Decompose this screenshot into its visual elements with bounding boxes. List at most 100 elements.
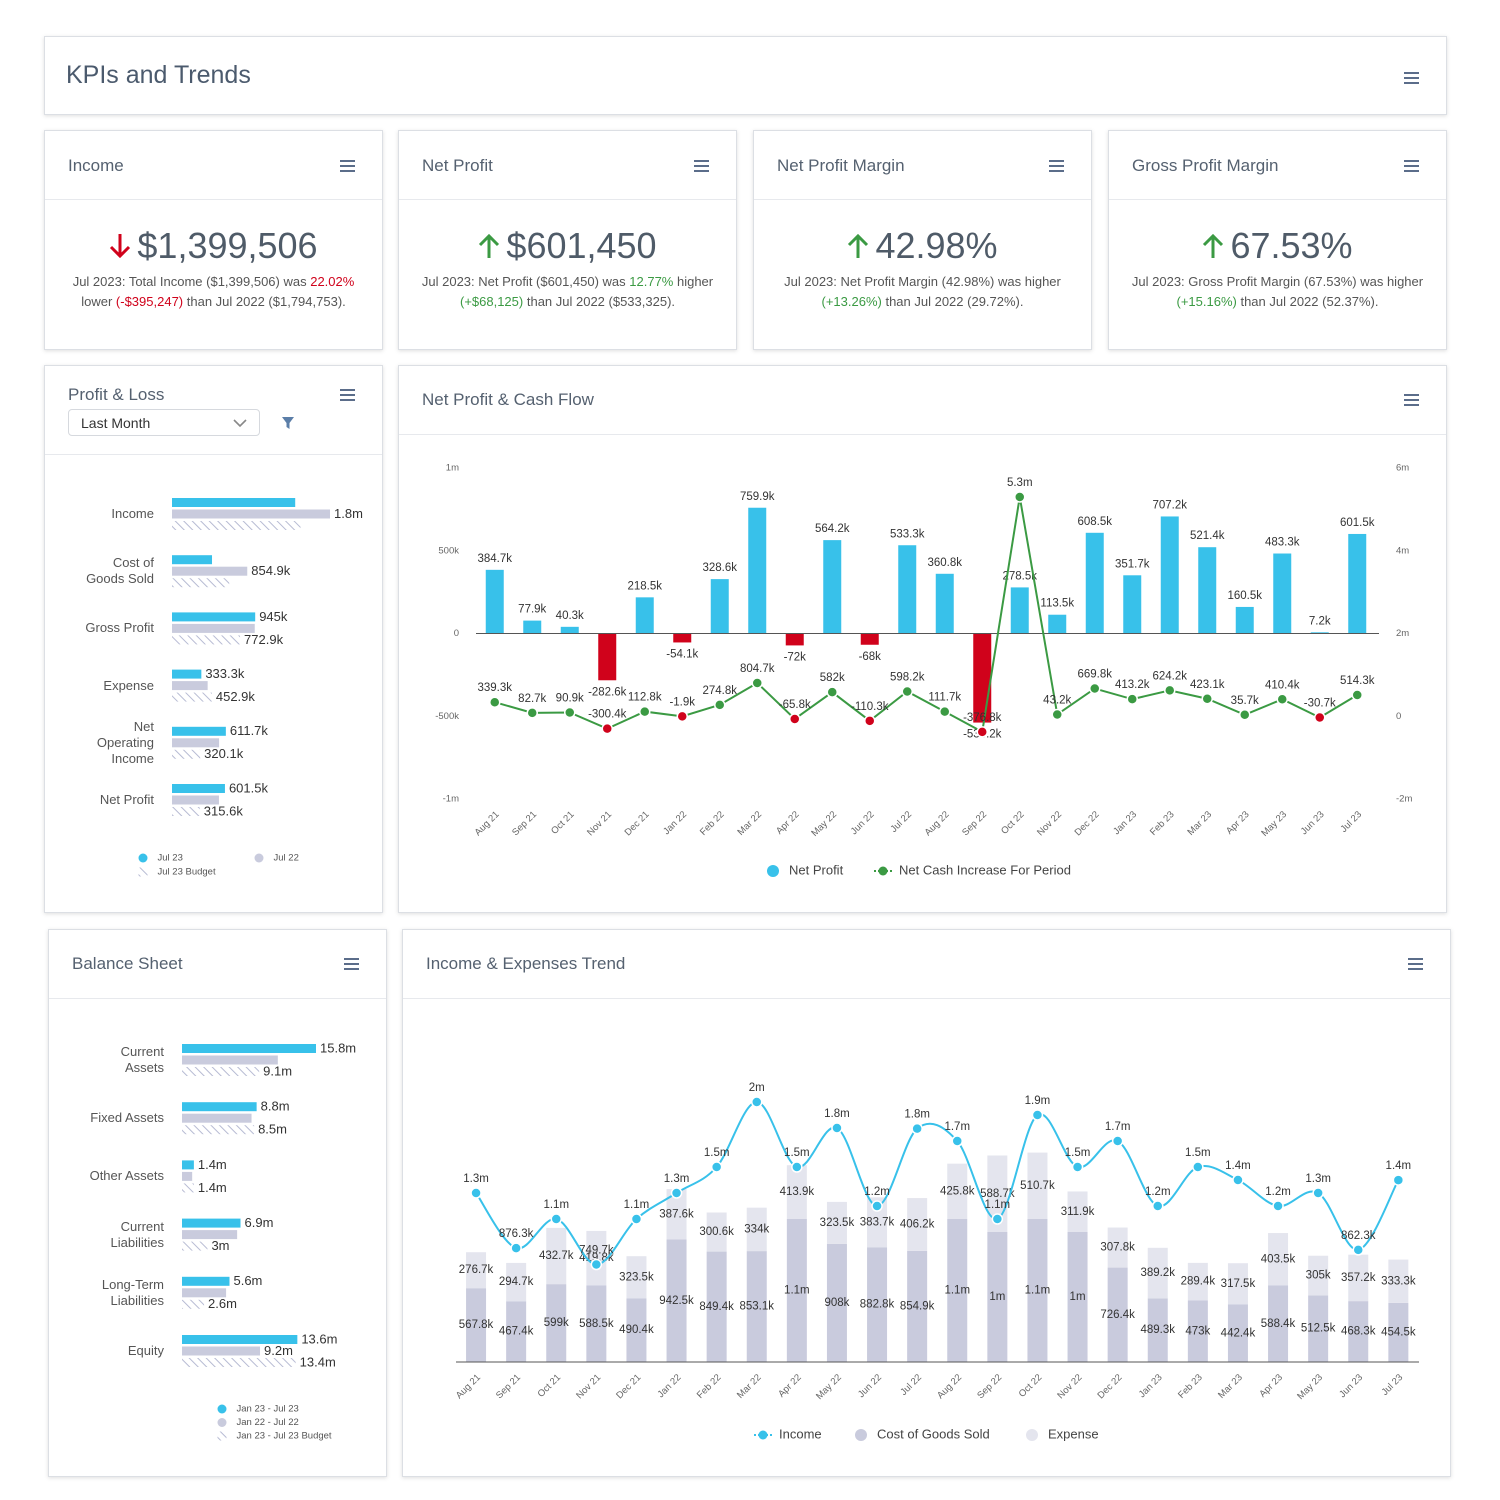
legend-marker [855,1429,867,1441]
menu-button[interactable] [344,958,359,960]
data-label: 5.6m [233,1273,262,1288]
data-label: 599k [544,1317,569,1329]
panel-title: Net Profit & Cash Flow [422,390,594,409]
bar [172,749,201,759]
y-tick-label: 0 [454,628,459,639]
line-point [1111,1135,1124,1147]
bar-segment [1348,1254,1369,1302]
arrow-shape [1203,233,1224,258]
kpi-card: Gross Profit Margin 67.53% Jul 2023: Gross… [1108,130,1447,350]
y-tick-label: 1m [446,463,459,474]
x-tick-label: Jan 22 [655,1372,683,1400]
bar [973,633,992,723]
description-text: (-$395,247) [115,293,184,309]
description-text: Jul 2023: Total Income ($1,399,506) was [72,274,311,289]
bar-segment [506,1262,527,1302]
kpi-description: Jul 2023: Total Income ($1,399,506) was … [67,272,360,311]
kpi-value: $601,450 [506,225,657,266]
category-label: Current Liabilities [110,1218,164,1250]
chart: 567.8k 276.7k 467.4k 294.7k 599k 432.7k 588.5k… [454,1082,1419,1441]
bar [485,569,504,634]
bar-segment [466,1288,487,1362]
legend-marker [767,865,779,877]
filter-button[interactable] [281,416,295,430]
data-label: 521.4k [1190,530,1225,542]
bar [172,692,212,702]
bar [182,1218,241,1228]
data-label: 514.3k [1340,675,1375,687]
x-tick-label: Jul 22 [888,809,914,835]
line-point [826,686,838,698]
bar-segment [1107,1267,1128,1362]
data-label: 289.4k [1181,1276,1216,1288]
description-text: than Jul 2022 (52.37%). [1236,293,1379,309]
x-tick-label: Aug 22 [923,809,952,838]
kpi-card: Net Profit Margin 42.98% Jul 2023: Net Pro… [753,130,1092,350]
data-label: 582k [820,672,845,684]
bar [935,573,954,634]
data-label: 432.7k [539,1250,574,1262]
x-tick-label: Dec 22 [1073,809,1102,838]
line-point [630,1213,643,1225]
menu-button[interactable] [1404,72,1419,74]
description-text: higher [673,274,714,289]
bar [182,1125,255,1135]
line-point [901,685,913,698]
chevron-shape [233,419,247,428]
data-label: 1.5m [1185,1147,1211,1159]
line-point [1126,693,1138,705]
data-label: 423.1k [1190,679,1225,691]
bar [172,738,220,748]
description-text: than Jul 2022 ($1,794,753). [183,293,346,309]
menu-button[interactable] [1404,160,1419,162]
header-panel: KPIs and Trends [44,36,1447,115]
data-label: 320.1k [204,746,244,761]
x-tick-label: Jun 23 [1337,1372,1365,1400]
bar-segment [706,1212,727,1252]
x-tick-label: May 23 [1259,809,1289,839]
chart-panel: Profit & Loss Last Month 1.8m 854.9k 945k 772… [44,365,383,913]
category-label: Income [111,506,154,521]
bar-segment [546,1284,567,1362]
x-tick-label: Aug 22 [935,1372,964,1401]
line-point [676,710,688,723]
data-label: 1.4m [1225,1160,1251,1172]
bar-segment [1227,1304,1248,1362]
data-label: 410.4k [1265,679,1300,691]
data-label: 1.1m [1025,1285,1051,1297]
data-label: 15.8m [320,1040,356,1055]
category-label: Other Assets [89,1168,164,1184]
bar-segment [1147,1298,1168,1362]
data-label: 276.7k [459,1264,494,1276]
data-label: -1.9k [669,696,695,708]
menu-button[interactable] [1408,958,1423,960]
category-label: Current Assets [120,1044,164,1075]
data-label: 1.4m [198,1157,227,1172]
legend-marker [878,866,888,876]
data-label: 112.8k [628,692,662,704]
data-label: 1.1m [784,1285,810,1297]
line-point [1152,1200,1164,1212]
divider [754,199,1091,200]
legend-label: Income [779,1426,822,1441]
y-tick-label: -500k [435,711,459,722]
bar-segment [626,1298,647,1362]
line-point [1239,709,1251,721]
menu-button[interactable] [340,160,355,162]
legend-label: Jan 22 - Jul 22 [237,1417,299,1428]
menu-button[interactable] [694,160,709,162]
menu-button[interactable] [1404,394,1419,396]
menu-button[interactable] [1049,160,1064,162]
filter-dropdown[interactable]: Last Month [68,409,260,436]
data-label: 942.5k [659,1295,694,1307]
page-title: KPIs and Trends [66,61,251,89]
menu-button[interactable] [340,389,355,391]
y-tick-label: -1m [443,794,459,805]
description-text: (+13.26%) [821,293,882,309]
bar [182,1288,227,1298]
data-label: 1.1m [624,1199,650,1211]
bar [182,1335,298,1344]
legend-marker [217,1431,227,1441]
x-tick-label: Jul 22 [898,1372,924,1398]
line-point [601,722,613,735]
